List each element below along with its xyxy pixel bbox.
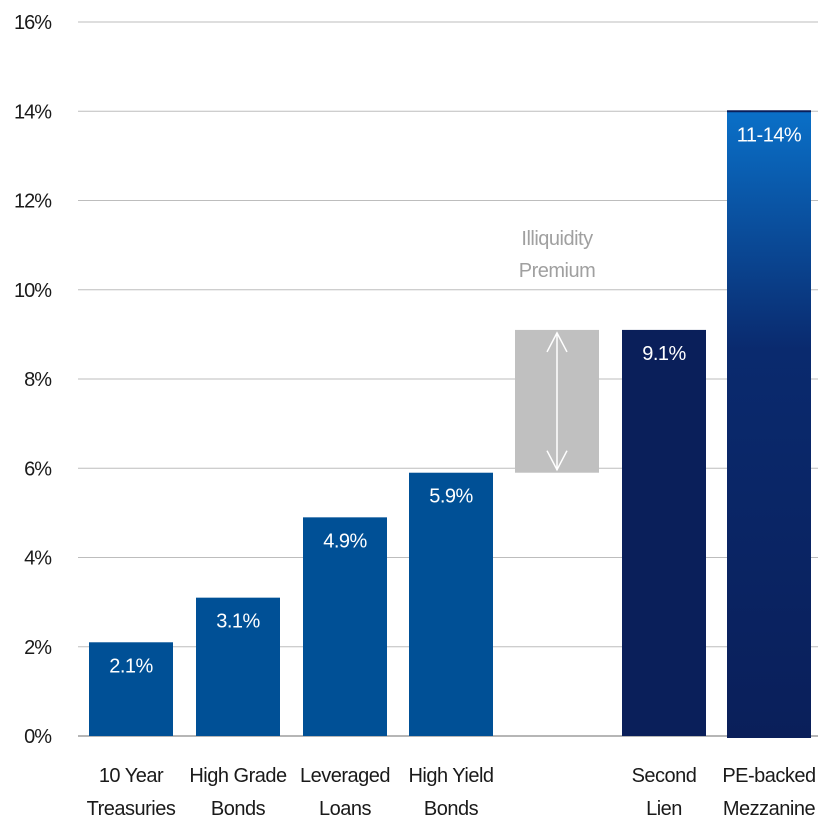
annotation-label: Illiquidity — [521, 228, 593, 250]
category-label: Leveraged — [300, 765, 390, 787]
category-label: Bonds — [424, 798, 479, 820]
bars — [89, 110, 811, 738]
bar — [622, 329, 706, 736]
y-tick-label: 4% — [24, 548, 52, 570]
y-tick-label: 2% — [24, 637, 52, 659]
illiquidity-premium-band — [515, 329, 599, 473]
y-tick-label: 6% — [24, 458, 52, 480]
category-label: Mezzanine — [723, 798, 816, 820]
data-label: 11-14% — [737, 124, 802, 146]
data-label: 9.1% — [642, 343, 686, 365]
y-tick-label: 10% — [14, 280, 52, 302]
y-tick-label: 14% — [14, 101, 52, 123]
bar — [303, 517, 387, 736]
category-label: Lien — [646, 798, 682, 820]
category-label: Treasuries — [87, 798, 176, 820]
category-label: 10 Year — [99, 765, 164, 787]
bar — [727, 111, 811, 738]
annotation-label: Premium — [519, 260, 596, 282]
y-tick-label: 0% — [24, 726, 52, 748]
data-label: 4.9% — [323, 530, 367, 552]
category-label: Second — [632, 765, 697, 787]
category-label: Loans — [319, 798, 371, 820]
category-label: Bonds — [211, 798, 266, 820]
category-label: High Yield — [408, 765, 493, 787]
y-tick-label: 8% — [24, 369, 52, 391]
bar — [409, 472, 493, 736]
category-label: High Grade — [189, 765, 287, 787]
data-label: 5.9% — [429, 486, 473, 508]
arrow-head-up-icon — [546, 331, 568, 353]
y-tick-label: 16% — [14, 12, 52, 34]
bar — [196, 597, 280, 736]
data-label: 2.1% — [109, 655, 153, 677]
data-label: 3.1% — [216, 611, 260, 633]
bar — [89, 642, 173, 736]
arrow-head-down-icon — [546, 450, 568, 472]
y-tick-label: 12% — [14, 191, 52, 213]
category-label: PE-backed — [722, 765, 815, 787]
labels: 0% 2% 4% 6% 8% 10% 12% 14% 16% 2.1% 10 Year Treasur… — [14, 12, 816, 820]
